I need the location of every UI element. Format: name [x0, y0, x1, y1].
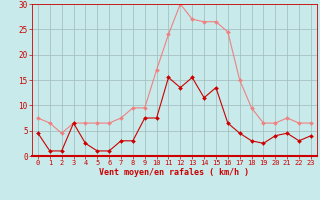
X-axis label: Vent moyen/en rafales ( km/h ): Vent moyen/en rafales ( km/h ) [100, 168, 249, 177]
